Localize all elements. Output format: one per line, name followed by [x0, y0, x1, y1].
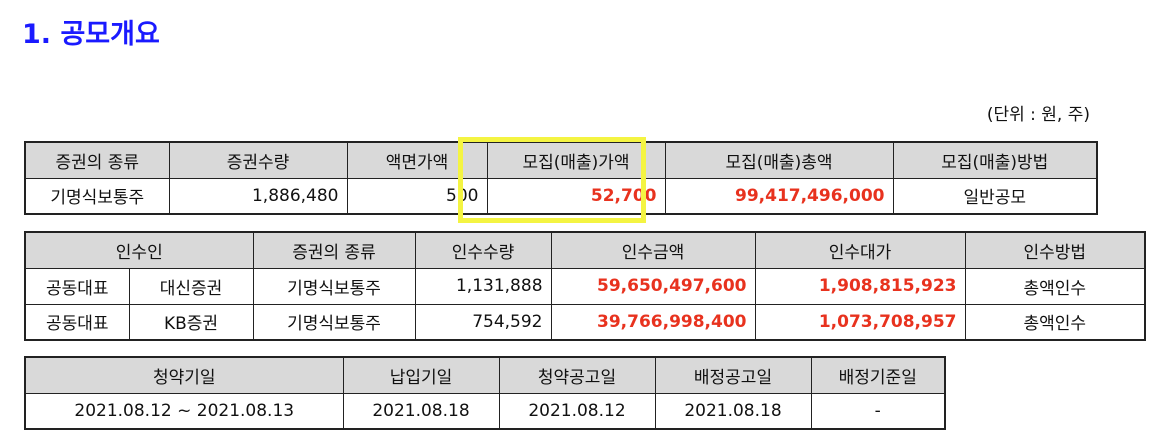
table-header-row: 증권의 종류 증권수량 액면가액 모집(매출)가액 모집(매출)총액 모집(매출… — [24, 141, 1098, 179]
table-row: 2021.08.12 ~ 2021.08.13 2021.08.18 2021.… — [24, 392, 946, 430]
cell-subscription-date: 2021.08.12 ~ 2021.08.13 — [24, 392, 344, 430]
cell-role: 공동대표 — [24, 267, 130, 305]
table-header-row: 청약기일 납입기일 청약공고일 배정공고일 배정기준일 — [24, 356, 946, 394]
header-allocation-notice-date: 배정공고일 — [654, 356, 812, 394]
header-offer-total: 모집(매출)총액 — [664, 141, 894, 179]
cell-par-value: 500 — [346, 177, 488, 215]
cell-security-type: 기명식보통주 — [252, 267, 416, 305]
table-row: 공동대표 KB증권 기명식보통주 754,592 39,766,998,400 … — [24, 303, 1146, 341]
header-offer-price: 모집(매출)가액 — [486, 141, 666, 179]
cell-offer-price: 52,700 — [486, 177, 666, 215]
cell-underwriter-name: 대신증권 — [128, 267, 254, 305]
cell-offer-method: 일반공모 — [892, 177, 1098, 215]
header-quantity: 증권수량 — [168, 141, 348, 179]
cell-underwrite-fee: 1,073,708,957 — [754, 303, 966, 341]
cell-allocation-notice-date: 2021.08.18 — [654, 392, 812, 430]
cell-offer-total: 99,417,496,000 — [664, 177, 894, 215]
cell-underwrite-method: 총액인수 — [964, 267, 1146, 305]
header-subscription-notice-date: 청약공고일 — [498, 356, 656, 394]
cell-payment-date: 2021.08.18 — [342, 392, 500, 430]
header-underwrite-quantity: 인수수량 — [414, 231, 552, 269]
table-row: 기명식보통주 1,886,480 500 52,700 99,417,496,0… — [24, 177, 1098, 215]
header-underwrite-amount: 인수금액 — [550, 231, 756, 269]
header-underwrite-fee: 인수대가 — [754, 231, 966, 269]
header-underwriter: 인수인 — [24, 231, 254, 269]
cell-allocation-record-date: - — [810, 392, 946, 430]
header-par-value: 액면가액 — [346, 141, 488, 179]
table-row: 공동대표 대신증권 기명식보통주 1,131,888 59,650,497,60… — [24, 267, 1146, 305]
header-subscription-date: 청약기일 — [24, 356, 344, 394]
offering-table: 증권의 종류 증권수량 액면가액 모집(매출)가액 모집(매출)총액 모집(매출… — [24, 141, 1098, 215]
header-underwrite-method: 인수방법 — [964, 231, 1146, 269]
header-offer-method: 모집(매출)방법 — [892, 141, 1098, 179]
cell-underwrite-amount: 39,766,998,400 — [550, 303, 756, 341]
cell-underwrite-fee: 1,908,815,923 — [754, 267, 966, 305]
cell-subscription-notice-date: 2021.08.12 — [498, 392, 656, 430]
cell-underwriter-name: KB증권 — [128, 303, 254, 341]
underwriting-table: 인수인 증권의 종류 인수수량 인수금액 인수대가 인수방법 공동대표 대신증권… — [24, 231, 1147, 341]
header-allocation-record-date: 배정기준일 — [810, 356, 946, 394]
table-header-row: 인수인 증권의 종류 인수수량 인수금액 인수대가 인수방법 — [24, 231, 1146, 269]
cell-underwrite-quantity: 754,592 — [414, 303, 552, 341]
cell-underwrite-quantity: 1,131,888 — [414, 267, 552, 305]
header-security-type: 증권의 종류 — [24, 141, 170, 179]
header-security-type: 증권의 종류 — [252, 231, 416, 269]
cell-underwrite-amount: 59,650,497,600 — [550, 267, 756, 305]
cell-security-type: 기명식보통주 — [252, 303, 416, 341]
section-title: 1. 공모개요 — [22, 19, 160, 50]
cell-security-type: 기명식보통주 — [24, 177, 170, 215]
cell-role: 공동대표 — [24, 303, 130, 341]
schedule-table: 청약기일 납입기일 청약공고일 배정공고일 배정기준일 2021.08.12 ~… — [24, 356, 946, 430]
unit-note: (단위 : 원, 주) — [986, 105, 1090, 125]
header-payment-date: 납입기일 — [342, 356, 500, 394]
cell-underwrite-method: 총액인수 — [964, 303, 1146, 341]
cell-quantity: 1,886,480 — [168, 177, 348, 215]
